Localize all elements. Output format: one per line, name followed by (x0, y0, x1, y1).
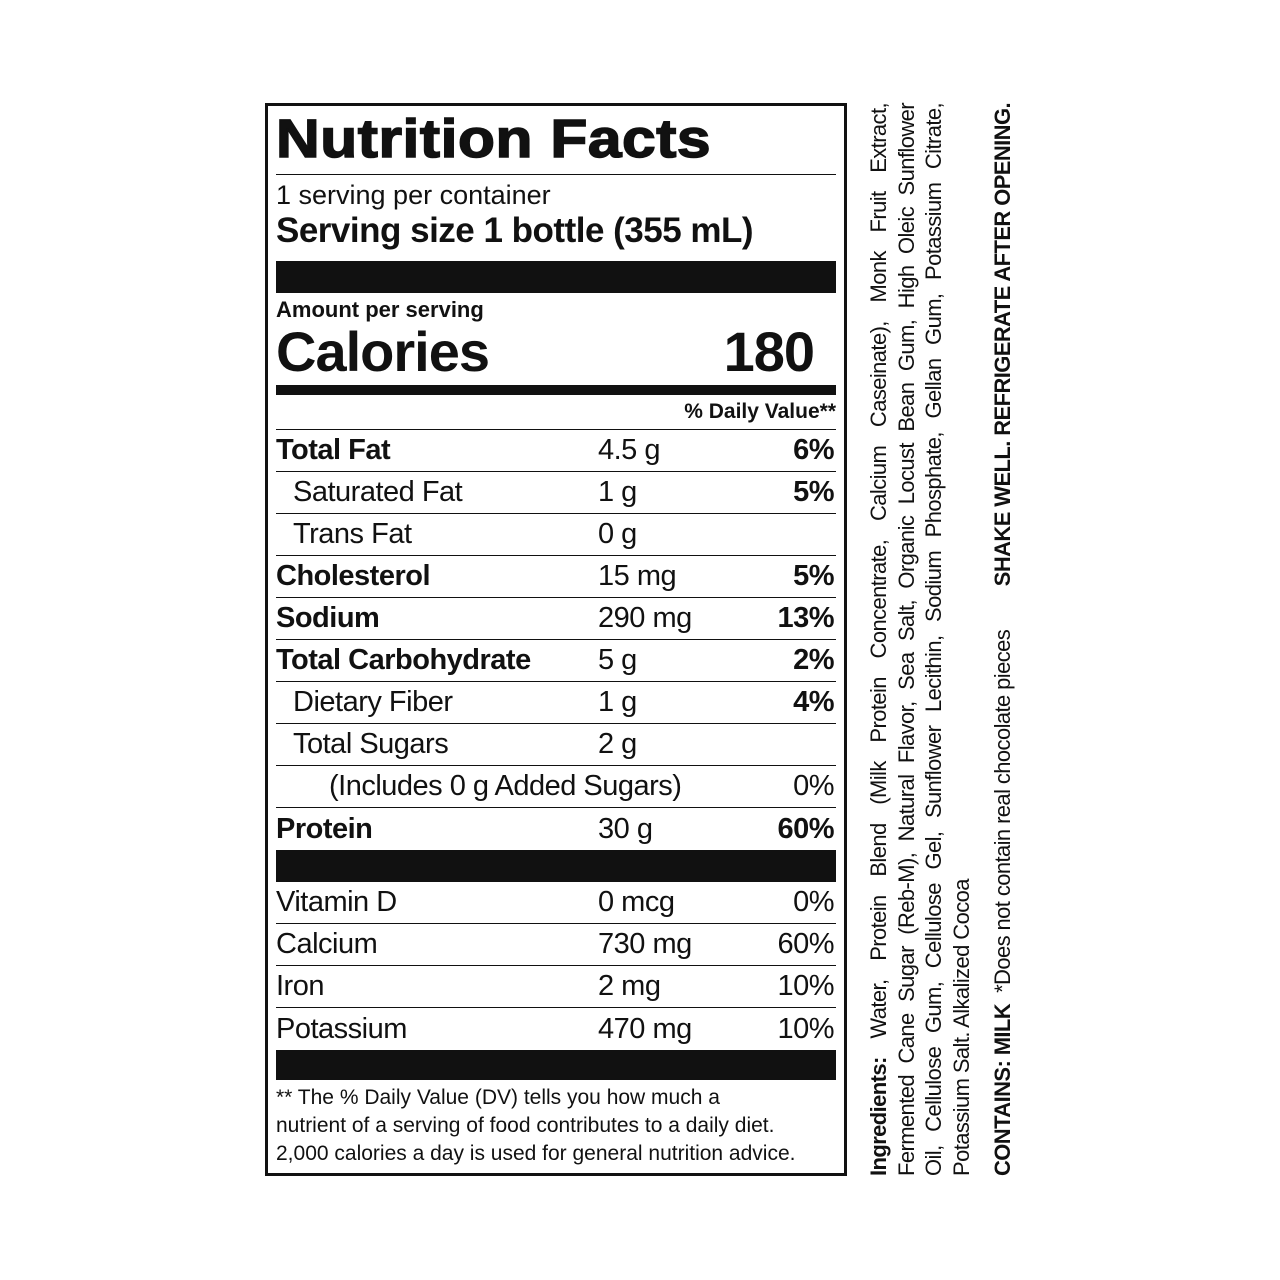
nutrient-row: Saturated Fat 1 g 5% (276, 472, 836, 514)
nutrient-row: Vitamin D 0 mcg 0% (276, 882, 836, 924)
divider-bar (276, 1050, 836, 1080)
nutrient-amount: 0 mcg (598, 886, 675, 918)
nutrient-dv: 10% (777, 970, 834, 1002)
nutrient-name: (Includes 0 g Added Sugars) (329, 770, 682, 802)
nutrient-name: Calcium (276, 928, 378, 960)
nutrient-amount: 470 mg (598, 1012, 692, 1045)
ingredients-text: Water, Protein Blend (Milk Protein Conce… (866, 103, 891, 1058)
nutrient-row: Cholesterol 15 mg 5% (276, 556, 836, 598)
nutrient-row: Iron 2 mg 10% (276, 966, 836, 1008)
allergen-info: CONTAINS: MILK *Does not contain real ch… (990, 630, 1016, 1176)
nutrient-dv: 0% (793, 886, 834, 918)
divider (276, 174, 836, 175)
nutrient-dv: 60% (777, 812, 834, 845)
servings-per-container: 1 serving per container (276, 180, 551, 210)
nutrient-row: Calcium 730 mg 60% (276, 924, 836, 966)
ingredients-line: Potassium Salt. Alkalized Cocoa (948, 879, 974, 1176)
nutrient-row: Total Sugars 2 g (276, 724, 836, 766)
calories-value: 180 (723, 320, 815, 383)
nutrient-amount: 730 mg (598, 928, 692, 960)
nutrition-facts-panel: Nutrition Facts 1 serving per container … (265, 103, 847, 1176)
nutrient-row: Total Carbohydrate 5 g 2% (276, 640, 836, 682)
nutrient-name: Total Carbohydrate (276, 644, 531, 676)
nutrient-row: Potassium 470 mg 10% (276, 1008, 836, 1050)
nutrient-amount: 5 g (598, 644, 637, 676)
nutrient-row: Total Fat 4.5 g 6% (276, 430, 836, 472)
nutrient-amount: 0 g (598, 518, 637, 550)
nutrient-dv: 13% (777, 602, 834, 634)
nutrient-row: Trans Fat 0 g (276, 514, 836, 556)
footnote-line: ** The % Daily Value (DV) tells you how … (276, 1086, 720, 1109)
nutrient-name: Saturated Fat (293, 476, 463, 508)
nutrient-dv: 2% (793, 644, 834, 676)
nutrient-name: Total Fat (276, 434, 391, 466)
nutrient-amount: 290 mg (598, 602, 692, 634)
nutrient-name: Trans Fat (293, 518, 412, 550)
nutrient-name: Protein (276, 812, 373, 845)
nutrient-name: Sodium (276, 602, 380, 634)
divider-bar (276, 261, 836, 293)
nutrient-amount: 1 g (598, 476, 637, 508)
nutrient-name: Cholesterol (276, 560, 431, 592)
nutrient-amount: 4.5 g (598, 434, 661, 466)
nutrient-row: (Includes 0 g Added Sugars) 0% (276, 766, 836, 808)
nutrient-dv: 60% (777, 928, 834, 960)
serving-size: Serving size 1 bottle (355 mL) (276, 211, 754, 250)
nutrient-name: Dietary Fiber (293, 686, 453, 718)
ingredients-label: Ingredients: (866, 1057, 891, 1176)
allergen-storage-row: CONTAINS: MILK *Does not contain real ch… (990, 103, 1016, 1176)
contains-allergen: CONTAINS: MILK (990, 1003, 1015, 1176)
amount-per-serving: Amount per serving (276, 297, 484, 322)
ingredients: Ingredients: Water, Protein Blend (Milk … (865, 103, 975, 1176)
divider-thick (276, 385, 836, 395)
nutrient-amount: 30 g (598, 812, 653, 845)
nutrient-name: Vitamin D (276, 886, 397, 918)
nutrient-dv: 10% (777, 1012, 834, 1045)
divider-bar (276, 850, 836, 882)
nutrient-amount: 1 g (598, 686, 637, 718)
side-panel: Ingredients: Water, Protein Blend (Milk … (865, 103, 1025, 1176)
nutrient-name: Total Sugars (293, 728, 449, 760)
calories-label: Calories (276, 320, 490, 383)
nutrient-dv: 6% (793, 434, 834, 466)
ingredients-line: Oil, Cellulose Gum, Cellulose Gel, Sunfl… (921, 103, 946, 1176)
nutrient-amount: 15 mg (598, 560, 677, 592)
ingredients-line: Fermented Cane Sugar (Reb-M), Natural Fl… (893, 103, 919, 1176)
ingredients-line: Ingredients: Water, Protein Blend (Milk … (865, 103, 893, 1176)
nutrient-dv: 0% (793, 770, 834, 802)
nutrient-row: Protein 30 g 60% (276, 808, 836, 850)
calories-row: Calories 180 (276, 323, 836, 381)
footnote: ** The % Daily Value (DV) tells you how … (276, 1084, 836, 1168)
nutrient-row: Dietary Fiber 1 g 4% (276, 682, 836, 724)
nutrient-dv: 4% (793, 686, 834, 718)
nutrient-name: Iron (276, 970, 324, 1002)
chocolate-note: *Does not contain real chocolate pieces (990, 629, 1015, 993)
nutrient-amount: 2 g (598, 728, 637, 760)
nutrient-dv: 5% (793, 476, 834, 508)
nutrient-amount: 2 mg (598, 970, 661, 1002)
nutrition-facts-title: Nutrition Facts (275, 109, 712, 169)
nutrient-row: Sodium 290 mg 13% (276, 598, 836, 640)
storage-instructions: SHAKE WELL. REFRIGERATE AFTER OPENING. (990, 103, 1015, 587)
footnote-line: nutrient of a serving of food contribute… (276, 1114, 775, 1137)
daily-value-header: % Daily Value** (276, 395, 836, 430)
nutrient-dv: 5% (793, 560, 834, 592)
nutrient-name: Potassium (276, 1012, 407, 1045)
footnote-line: 2,000 calories a day is used for general… (276, 1142, 796, 1165)
